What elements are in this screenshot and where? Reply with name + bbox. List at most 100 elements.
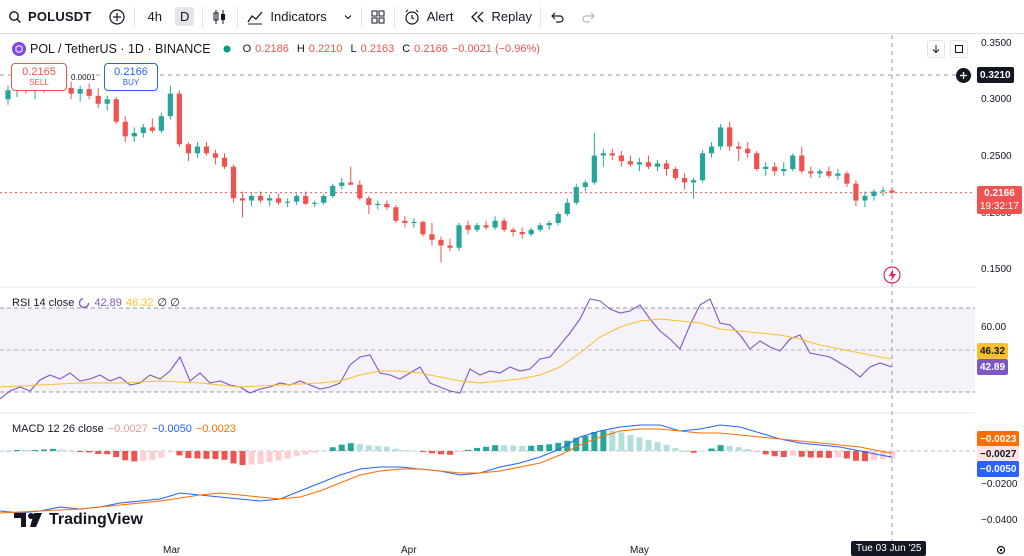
macd-histogram-bar bbox=[149, 451, 156, 461]
candle-body bbox=[708, 146, 715, 154]
macd-histogram-bar bbox=[564, 440, 571, 451]
crosshair-date-tag: Tue 03 Jun '25 bbox=[851, 541, 927, 556]
price-axis[interactable]: 0.3500 0.3000 0.2500 0.2000 0.1500 0.321… bbox=[975, 35, 1024, 556]
replay-button[interactable]: Replay bbox=[461, 0, 539, 34]
macd-histogram-bar bbox=[618, 432, 625, 451]
macd-histogram-bar bbox=[302, 451, 309, 455]
candle-body bbox=[636, 162, 643, 165]
candle-body bbox=[573, 187, 579, 203]
toolbar-divider bbox=[539, 6, 541, 27]
time-label-mar: Mar bbox=[163, 545, 181, 556]
macd-histogram-bar bbox=[275, 451, 282, 461]
candle-body bbox=[672, 169, 679, 178]
macd-histogram-bar bbox=[23, 450, 30, 452]
macd-histogram-bar bbox=[609, 430, 616, 451]
scroll-down-button[interactable] bbox=[927, 40, 945, 58]
candle-body bbox=[366, 198, 372, 205]
macd-histogram-bar bbox=[690, 451, 697, 453]
candle-body bbox=[862, 196, 868, 201]
sell-button[interactable]: 0.2165 SELL bbox=[11, 63, 67, 91]
macd-histogram-bar bbox=[744, 448, 751, 451]
buy-label: BUY bbox=[122, 78, 140, 87]
price-label: 0.1500 bbox=[981, 264, 1012, 275]
history-group bbox=[541, 0, 605, 34]
macd-histogram-bar bbox=[672, 448, 679, 451]
candle-body bbox=[582, 182, 588, 187]
candle-body bbox=[357, 184, 363, 199]
settings-button[interactable] bbox=[995, 544, 1007, 556]
macd-histogram-bar bbox=[573, 437, 580, 451]
macd-histogram-bar bbox=[717, 445, 724, 451]
candle-body bbox=[681, 178, 688, 183]
maximize-button[interactable] bbox=[950, 40, 968, 58]
alarm-clock-icon bbox=[403, 8, 421, 26]
macd-histogram-bar bbox=[419, 451, 426, 453]
compare-button[interactable] bbox=[100, 0, 134, 34]
last-price-value: 0.2166 bbox=[984, 188, 1015, 199]
lightning-icon[interactable] bbox=[883, 266, 901, 284]
macd-histogram-bar bbox=[546, 444, 553, 451]
status-dot-icon bbox=[223, 45, 231, 53]
layout-button[interactable] bbox=[362, 0, 394, 34]
macd-histogram-bar bbox=[86, 451, 93, 453]
plus-icon bbox=[959, 71, 968, 80]
redo-icon[interactable] bbox=[581, 9, 597, 25]
polygon-logo-icon bbox=[12, 42, 26, 56]
indicators-label: Indicators bbox=[270, 9, 327, 24]
candle-body bbox=[465, 225, 471, 230]
pair-label: POL / TetherUS · 1D · BINANCE bbox=[30, 42, 211, 56]
macd-histogram-bar bbox=[807, 451, 814, 458]
change-value: −0.0021 (−0.96%) bbox=[451, 43, 540, 55]
macd-histogram-bar bbox=[356, 444, 363, 451]
alert-button[interactable]: Alert bbox=[395, 0, 462, 34]
toolbar-divider bbox=[133, 6, 135, 27]
add-alert-button[interactable] bbox=[956, 68, 971, 83]
rsi-axis-label: 60.00 bbox=[981, 322, 1007, 333]
macd-title: MACD 12 26 close bbox=[12, 423, 104, 435]
candle-body bbox=[880, 190, 886, 192]
chart-type-button[interactable] bbox=[203, 0, 237, 34]
macd-histogram-bar bbox=[167, 451, 174, 453]
interval-1d[interactable]: D bbox=[174, 7, 195, 26]
macd-histogram-bar bbox=[266, 451, 273, 463]
last-price-tag: 0.2166 19:32:17 bbox=[977, 186, 1022, 214]
chevron-down-icon[interactable] bbox=[343, 12, 353, 22]
candle-body bbox=[736, 146, 742, 149]
candle-body bbox=[221, 157, 228, 167]
candle-body bbox=[321, 196, 327, 203]
candle-body bbox=[826, 171, 832, 176]
buy-price: 0.2166 bbox=[114, 66, 148, 78]
candle-body bbox=[104, 99, 110, 104]
macd-histogram-bar bbox=[14, 450, 21, 452]
indicators-button[interactable]: Indicators bbox=[238, 0, 360, 34]
candle-body bbox=[212, 153, 219, 158]
replay-icon bbox=[469, 9, 485, 25]
rsi-extra: ∅ ∅ bbox=[157, 297, 180, 309]
macd-histogram-bar bbox=[555, 442, 562, 451]
candle-body bbox=[266, 198, 273, 201]
macd-histogram-bar bbox=[456, 451, 463, 452]
symbol-search[interactable]: POLUSDT bbox=[0, 0, 100, 34]
macd-histogram-bar bbox=[492, 445, 499, 451]
macd-histogram-bar bbox=[5, 451, 11, 452]
tradingview-watermark[interactable]: TradingView bbox=[14, 511, 143, 529]
macd-histogram-bar bbox=[203, 451, 210, 459]
rsi-value: 42.89 bbox=[94, 296, 122, 309]
macd-histogram-bar bbox=[474, 447, 481, 451]
candle-body bbox=[348, 182, 354, 185]
macd-histogram-bar bbox=[465, 449, 472, 451]
candle-body bbox=[420, 221, 426, 235]
candle-body bbox=[817, 171, 823, 174]
chart-canvas[interactable] bbox=[0, 35, 975, 556]
candle-body bbox=[330, 185, 336, 196]
candle-body bbox=[474, 225, 480, 230]
interval-4h[interactable]: 4h bbox=[147, 9, 162, 24]
macd-histogram-bar bbox=[726, 445, 733, 451]
indicators-icon bbox=[246, 8, 264, 26]
rsi-title: RSI 14 close bbox=[12, 296, 75, 309]
buy-button[interactable]: 0.2166 BUY bbox=[104, 63, 158, 91]
macd-histogram-bar bbox=[771, 451, 778, 457]
grid-icon bbox=[370, 9, 386, 25]
undo-icon[interactable] bbox=[549, 9, 565, 25]
candle-body bbox=[185, 144, 192, 154]
